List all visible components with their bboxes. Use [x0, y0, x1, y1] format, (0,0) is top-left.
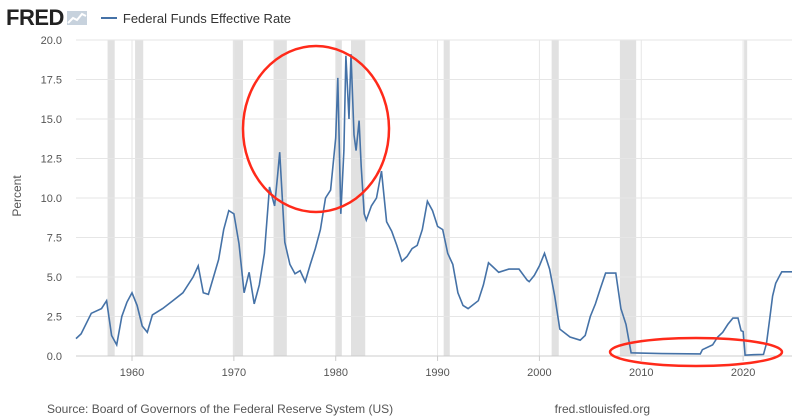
- chart-mark-icon: [66, 11, 87, 25]
- x-tick-label: 2020: [731, 367, 755, 379]
- annotation-circle-1980s: [241, 44, 391, 214]
- x-tick-label: 2010: [629, 367, 653, 379]
- y-tick-label: 2.5: [47, 312, 62, 324]
- fred-logo[interactable]: FRED: [6, 5, 64, 30]
- x-tick-label: 1970: [222, 367, 246, 379]
- annotation-ellipse-2010s: [608, 336, 784, 368]
- source-note: Source: Board of Governors of the Federa…: [47, 402, 394, 416]
- y-tick-label: 12.5: [41, 154, 62, 166]
- y-tick-label: 20.0: [41, 35, 62, 47]
- chart-header: FRED Federal Funds Effective Rate: [6, 5, 292, 30]
- grid-lines: [76, 39, 792, 356]
- legend: Federal Funds Effective Rate: [100, 10, 292, 26]
- source-site[interactable]: fred.stlouisfed.org: [554, 402, 650, 416]
- y-axis-ticks: 0.0 2.5 5.0 7.5 10.0 12.5 15.0 17.5 20.0: [41, 35, 62, 363]
- legend-swatch: [100, 17, 117, 19]
- legend-label: Federal Funds Effective Rate: [122, 10, 292, 26]
- x-tick-label: 1990: [425, 367, 449, 379]
- y-axis-label: Percent: [10, 175, 24, 217]
- x-tick-label: 1960: [120, 367, 144, 379]
- y-tick-label: 17.5: [41, 75, 62, 87]
- y-tick-label: 5.0: [47, 272, 62, 284]
- y-tick-label: 0.0: [47, 351, 62, 363]
- series-line[interactable]: [75, 54, 792, 357]
- x-tick-label: 1980: [323, 367, 347, 379]
- y-tick-label: 10.0: [41, 193, 62, 205]
- y-tick-label: 7.5: [47, 233, 62, 245]
- y-tick-label: 15.0: [41, 114, 62, 126]
- x-axis-ticks: 1960 1970 1980 1990 2000 2010 2020: [120, 356, 755, 379]
- x-tick-label: 2000: [527, 367, 551, 379]
